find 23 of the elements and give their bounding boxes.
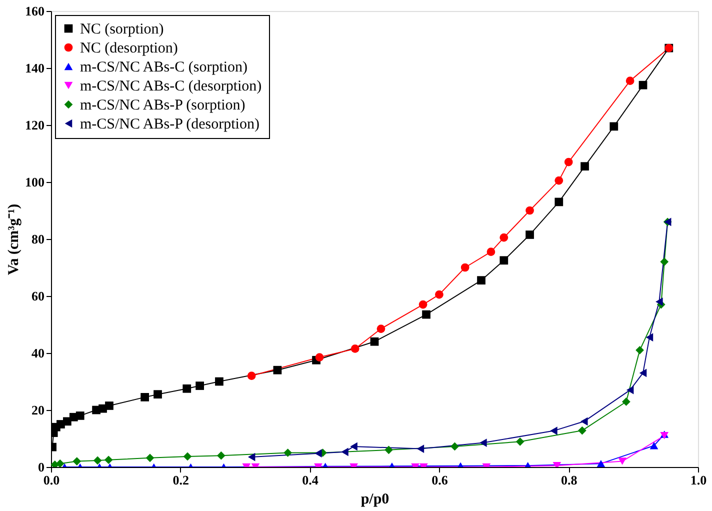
y-tick-label: 80 xyxy=(32,232,44,246)
x-tick-label: 0.2 xyxy=(172,472,190,488)
x-tick-label: 0.0 xyxy=(43,472,60,488)
legend-label: m-CS/NC ABs-P (sorption) xyxy=(80,98,246,114)
y-axis-title: Va (cm³g⁻¹) xyxy=(6,204,22,276)
x-tick-label: 1.0 xyxy=(690,472,707,488)
x-tick-label: 0.8 xyxy=(560,472,578,488)
y-tick-label: 100 xyxy=(25,174,44,190)
y-tick-label: 140 xyxy=(25,60,44,76)
y-tick-label: 0 xyxy=(38,460,44,474)
y-tick-label: 40 xyxy=(32,346,44,360)
y-tick-label: 60 xyxy=(32,288,44,304)
legend-label: NC (sorption) xyxy=(80,22,164,38)
y-tick-label: 20 xyxy=(32,402,44,418)
x-axis-title: p/p0 xyxy=(360,492,390,508)
legend-label: m-CS/NC ABs-C (desorption) xyxy=(80,78,262,94)
y-tick-label: 120 xyxy=(25,118,44,132)
x-tick-label: 0.4 xyxy=(302,472,319,488)
legend-label: m-CS/NC ABs-P (desorption) xyxy=(80,116,260,132)
y-tick-label: 160 xyxy=(25,4,44,18)
x-tick-label: 0.6 xyxy=(432,472,448,488)
legend-label: m-CS/NC ABs-C (sorption) xyxy=(80,60,248,76)
legend-label: NC (desorption) xyxy=(80,40,178,56)
